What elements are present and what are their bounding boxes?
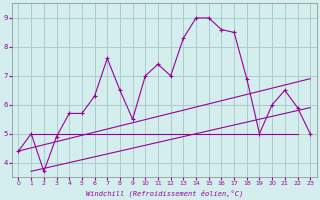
X-axis label: Windchill (Refroidissement éolien,°C): Windchill (Refroidissement éolien,°C) — [86, 189, 243, 197]
